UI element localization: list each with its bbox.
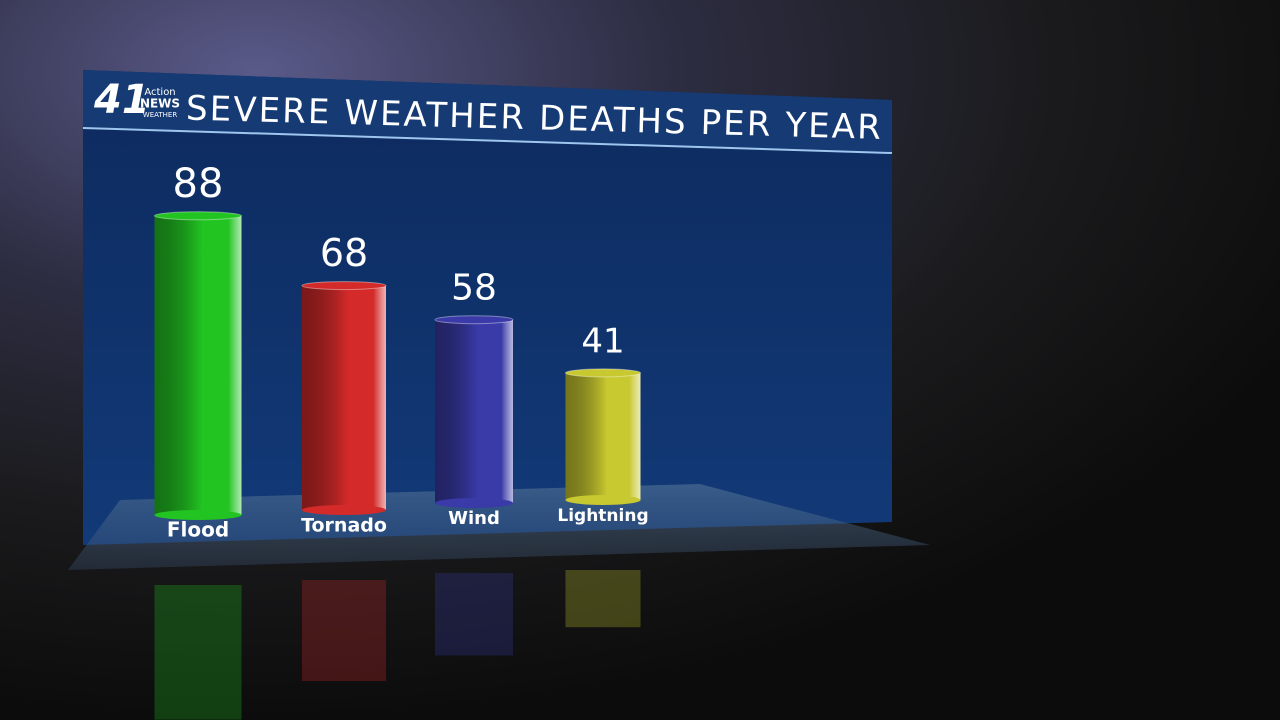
logo-number: 41 xyxy=(93,77,150,123)
logo: 41 Action NEWS WEATHER xyxy=(93,77,180,123)
bar-reflection xyxy=(435,573,513,656)
bar-shade xyxy=(154,215,242,516)
bar-shade xyxy=(435,319,513,503)
logo-line: WEATHER xyxy=(143,111,178,119)
bar-base xyxy=(565,495,641,505)
floor xyxy=(68,484,930,570)
bar-cap xyxy=(154,211,242,221)
bar-reflection xyxy=(565,570,641,628)
bar-shade xyxy=(565,372,641,500)
bar-reflection xyxy=(302,580,386,681)
value-label: 68 xyxy=(320,231,368,275)
title-rule xyxy=(82,127,893,154)
bar-base xyxy=(435,498,513,508)
x-tick-label: Lightning xyxy=(557,506,648,526)
bar-base xyxy=(154,510,242,520)
value-label: 88 xyxy=(173,161,224,207)
x-tick-label: Wind xyxy=(448,508,500,529)
value-label: 41 xyxy=(581,321,624,361)
bar-cap xyxy=(301,281,387,291)
bar-cap xyxy=(434,315,514,325)
bar-base xyxy=(302,505,386,515)
x-tick-label: Flood xyxy=(167,518,229,542)
x-tick-label: Tornado xyxy=(301,515,387,537)
bar-reflection xyxy=(154,585,242,720)
bar-cap xyxy=(565,368,641,378)
value-label: 58 xyxy=(451,268,497,309)
logo-line: NEWS xyxy=(140,97,180,111)
panel xyxy=(83,70,892,545)
logo-line: Action xyxy=(144,87,175,98)
title-band xyxy=(83,70,892,152)
bar-shade xyxy=(302,285,386,510)
